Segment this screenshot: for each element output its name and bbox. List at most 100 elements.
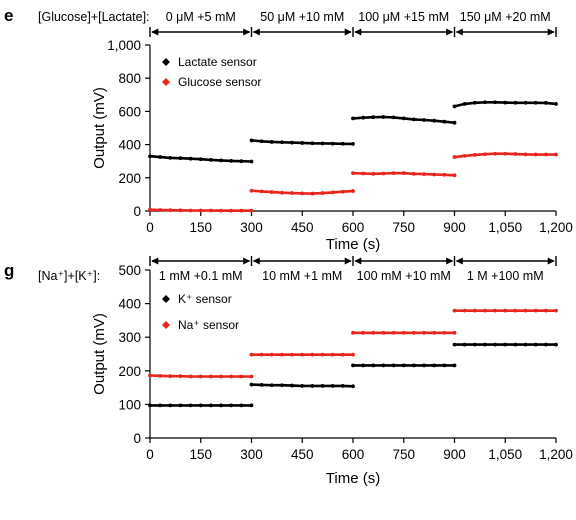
data-point	[209, 403, 213, 408]
data-point	[340, 352, 345, 357]
data-point	[381, 115, 386, 119]
data-point	[442, 172, 447, 177]
data-point	[533, 100, 538, 105]
data-point	[168, 403, 173, 408]
data-point	[503, 100, 508, 105]
condition-label-4: 150 μM +20 mM	[460, 10, 551, 24]
legend-label: Glucose sensor	[178, 75, 261, 89]
data-point	[432, 363, 437, 368]
data-point	[462, 153, 467, 158]
series-2	[148, 308, 558, 379]
data-point	[543, 101, 548, 105]
y-tick-label: 100	[118, 397, 141, 412]
data-point	[452, 308, 457, 313]
data-point	[330, 352, 335, 357]
data-point	[513, 308, 518, 313]
data-point	[259, 189, 264, 194]
data-point	[513, 342, 518, 347]
x-tick-label: 1,050	[488, 447, 522, 462]
data-point	[310, 141, 315, 146]
data-point	[422, 172, 426, 177]
data-point	[229, 374, 234, 379]
data-point	[340, 141, 345, 146]
data-point	[148, 207, 152, 212]
data-point	[503, 308, 508, 313]
data-point	[249, 208, 254, 213]
y-tick-label: 400	[118, 138, 141, 153]
data-point	[351, 330, 355, 335]
x-axis-title: Time (s)	[326, 236, 380, 253]
data-point	[259, 383, 264, 387]
y-tick-label: 500	[118, 263, 141, 278]
legend-marker-icon	[162, 78, 170, 86]
data-point	[361, 115, 366, 120]
data-point	[239, 159, 244, 164]
data-point	[219, 208, 223, 213]
data-point	[229, 208, 234, 213]
legend-label: Lactate sensor	[178, 55, 257, 69]
data-point	[290, 191, 294, 195]
condition-label-1: 1 mM +0.1 mM	[159, 269, 243, 283]
y-axis-title: Output (mV)	[91, 87, 108, 169]
data-point	[432, 118, 437, 123]
data-point	[351, 171, 355, 176]
data-point	[462, 102, 467, 106]
x-tick-label: 750	[392, 220, 415, 235]
data-point	[412, 330, 416, 335]
x-tick-label: 0	[146, 447, 154, 462]
data-point	[249, 159, 254, 164]
legend-label: K⁺ sensor	[178, 292, 232, 306]
data-point	[523, 342, 528, 347]
chart-panel-g: g [Na⁺]+[K⁺]: 1 mM +0.1 mM 10 mM +1 mM 100 m…	[4, 256, 573, 487]
data-point	[310, 352, 315, 357]
data-point	[259, 352, 264, 357]
data-point	[543, 308, 548, 313]
data-point	[442, 363, 447, 368]
legend-marker-icon	[162, 321, 170, 329]
data-point	[391, 363, 396, 368]
y-tick-label: 200	[118, 171, 141, 186]
data-point	[178, 403, 183, 408]
data-point	[249, 382, 254, 387]
data-point	[401, 330, 406, 335]
data-point	[300, 141, 305, 145]
data-point	[198, 208, 203, 213]
data-point	[219, 374, 223, 379]
condition-label-3: 100 μM +15 mM	[358, 10, 449, 24]
data-point	[269, 190, 274, 194]
data-point	[219, 403, 223, 408]
data-point	[249, 374, 254, 379]
data-point	[493, 100, 497, 105]
data-point	[239, 403, 244, 408]
data-point	[351, 189, 355, 193]
data-point	[351, 384, 355, 389]
data-point	[249, 138, 254, 143]
data-point	[401, 363, 406, 368]
data-point	[381, 171, 386, 176]
x-tick-label: 150	[189, 220, 212, 235]
data-point	[320, 141, 325, 146]
chart-panel-e: e [Glucose]+[Lactate]: 0 μM +5 mM 50 μM +10…	[4, 6, 573, 253]
data-point	[493, 308, 497, 313]
data-point	[269, 140, 274, 144]
data-point	[472, 152, 477, 157]
data-point	[330, 384, 335, 388]
condition-label-4: 1 M +100 mM	[467, 269, 544, 283]
data-point	[168, 374, 173, 379]
data-point	[300, 191, 305, 196]
x-axis-title: Time (s)	[326, 470, 380, 487]
y-tick-label: 400	[118, 297, 141, 312]
data-point	[452, 173, 457, 178]
data-point	[158, 208, 163, 212]
y-tick-label: 300	[118, 330, 141, 345]
data-point	[523, 308, 528, 313]
x-tick-label: 150	[189, 447, 212, 462]
condition-label: [Na⁺]+[K⁺]:	[38, 269, 100, 283]
data-point	[280, 352, 284, 357]
data-point	[310, 191, 315, 196]
data-point	[198, 374, 203, 379]
data-point	[269, 383, 274, 388]
data-point	[209, 374, 213, 379]
data-point	[290, 383, 294, 388]
x-tick-label: 900	[443, 447, 466, 462]
